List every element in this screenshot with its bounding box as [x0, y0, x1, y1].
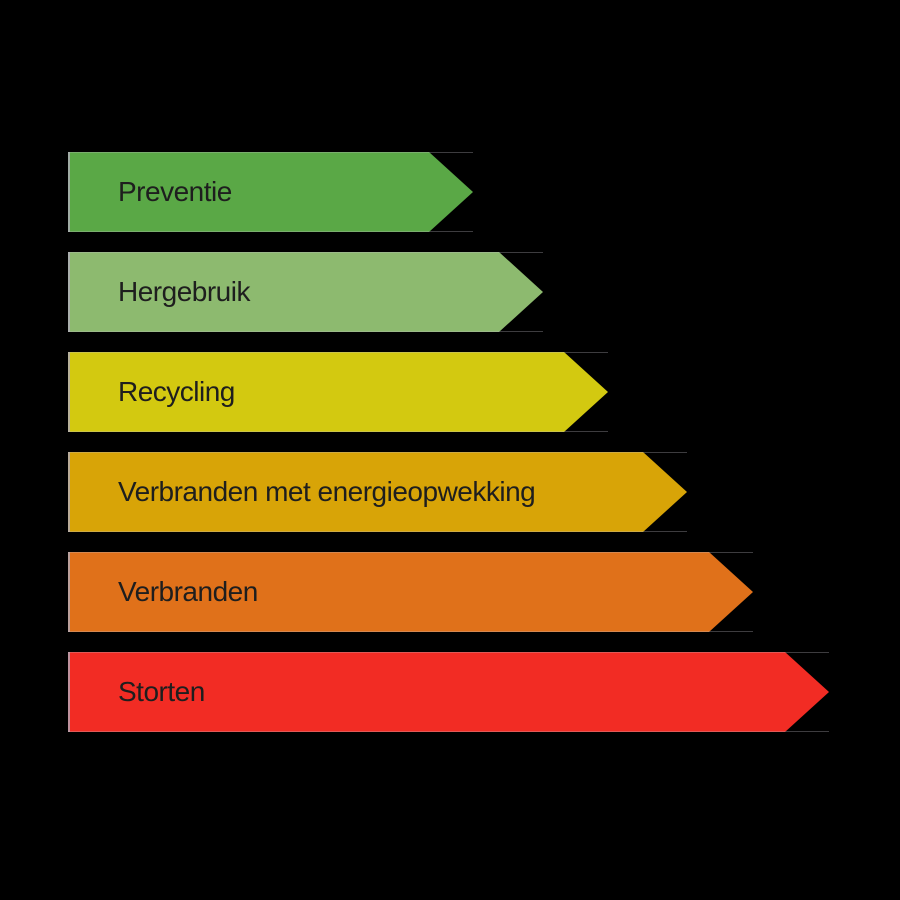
- bar-bottom-hairline: [68, 231, 473, 232]
- arrow-shape: [68, 452, 687, 532]
- bar-bottom-hairline: [68, 531, 687, 532]
- bar-left-edge-line: [68, 352, 70, 432]
- hierarchy-arrow-6: Storten: [68, 652, 829, 732]
- bar-left-edge-line: [68, 552, 70, 632]
- bar-left-edge-line: [68, 452, 70, 532]
- bar-top-hairline: [68, 352, 608, 353]
- bar-label: Verbranden met energieopwekking: [118, 476, 536, 507]
- bar-bottom-hairline: [68, 631, 753, 632]
- bar-label: Verbranden: [118, 576, 258, 607]
- hierarchy-arrow-1: Preventie: [68, 152, 473, 232]
- hierarchy-arrow-2: Hergebruik: [68, 252, 543, 332]
- arrow-shape: [68, 152, 473, 232]
- bar-top-hairline: [68, 552, 753, 553]
- hierarchy-arrow-4: Verbranden met energieopwekking: [68, 452, 687, 532]
- bar-left-edge-line: [68, 152, 70, 232]
- bar-label: Preventie: [118, 176, 232, 207]
- bar-top-hairline: [68, 152, 473, 153]
- bar-top-hairline: [68, 452, 687, 453]
- bar-top-hairline: [68, 652, 829, 653]
- bar-bottom-hairline: [68, 331, 543, 332]
- bar-bottom-hairline: [68, 431, 608, 432]
- bar-label: Hergebruik: [118, 276, 250, 307]
- bar-list: Preventie Hergebruik Recycling Verbrande…: [68, 152, 829, 732]
- arrow-shape: [68, 552, 753, 632]
- arrow-shape: [68, 652, 829, 732]
- bar-label: Recycling: [118, 376, 235, 407]
- hierarchy-arrow-3: Recycling: [68, 352, 608, 432]
- arrow-shape: [68, 352, 608, 432]
- bar-label: Storten: [118, 676, 205, 707]
- bar-left-edge-line: [68, 252, 70, 332]
- hierarchy-arrow-5: Verbranden: [68, 552, 753, 632]
- bar-top-hairline: [68, 252, 543, 253]
- arrow-shape: [68, 252, 543, 332]
- bar-left-edge-line: [68, 652, 70, 732]
- bar-bottom-hairline: [68, 731, 829, 732]
